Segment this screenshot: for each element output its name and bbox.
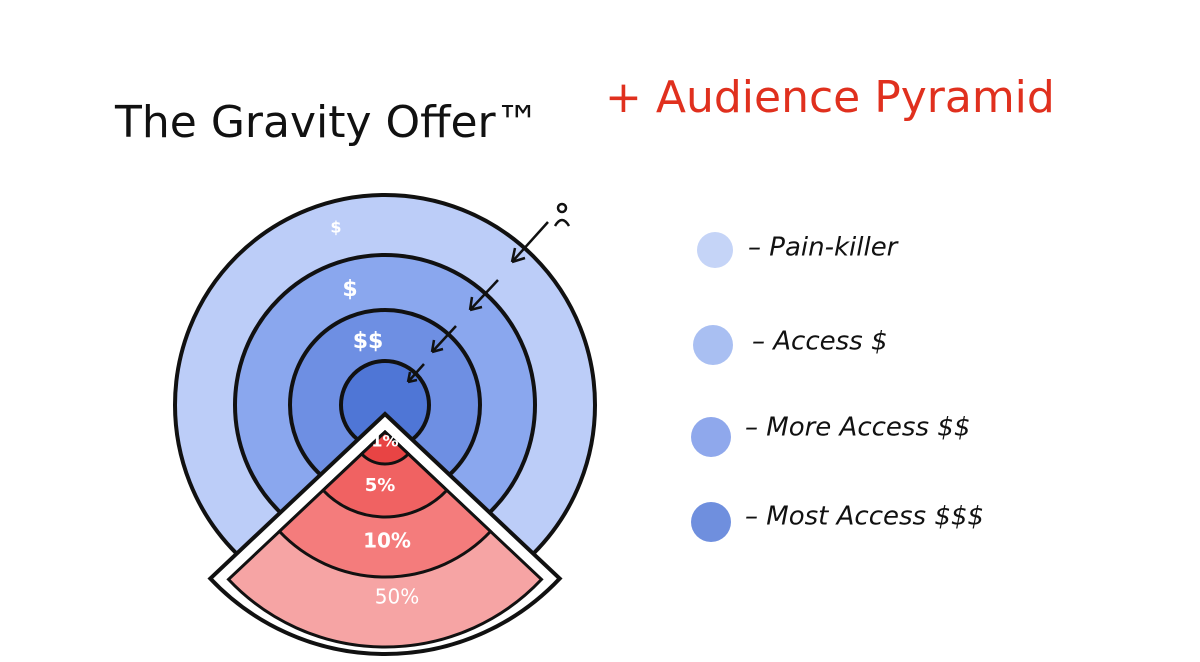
title-main: The Gravity Offer™ (114, 97, 540, 148)
legend-swatch (697, 232, 733, 268)
legend-swatch (691, 417, 731, 457)
ring-label: $$ (353, 329, 384, 354)
pyramid-band (359, 429, 411, 466)
title-accent: + Audience Pyramid (605, 72, 1055, 123)
arrow (510, 221, 549, 264)
person-body (553, 218, 571, 227)
ring-label: $ (342, 277, 357, 302)
arrow (406, 363, 425, 384)
legend-label: – More Access $$ (745, 413, 970, 443)
pyramid-label: 1% (371, 432, 398, 451)
arrow (468, 279, 499, 312)
arrow (430, 325, 457, 354)
legend-label: – Pain-killer (748, 233, 900, 263)
target-circles (173, 193, 597, 617)
legend-swatch (691, 502, 731, 542)
legend-label: – Access $ (752, 327, 888, 357)
arrows (406, 202, 571, 384)
pyramid-label: 10% (363, 529, 411, 553)
pyramid-label: 50% (375, 585, 419, 609)
pyramid-label: 5% (365, 475, 396, 496)
pyramid-band (320, 429, 450, 519)
ring-label: $ (330, 218, 341, 237)
legend-label: – Most Access $$$ (745, 502, 984, 532)
legend-swatch (693, 325, 733, 365)
pyramid (226, 429, 544, 649)
person-head (556, 202, 568, 214)
